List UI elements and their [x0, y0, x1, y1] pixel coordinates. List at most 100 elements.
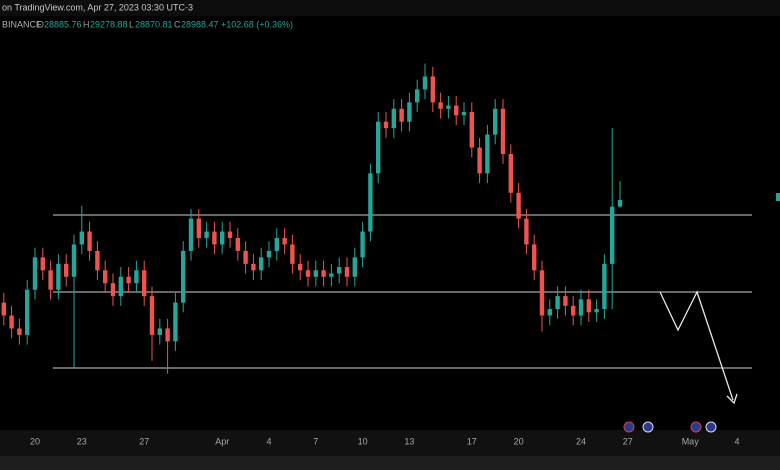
candle-body [407, 102, 412, 122]
candle-body [321, 270, 326, 277]
candle-body [500, 108, 506, 155]
change: +102.68 (+0.36%) [221, 19, 293, 29]
candle-body [602, 263, 607, 310]
candle-body [243, 250, 248, 264]
close-label: C [174, 19, 181, 29]
candle-body [157, 328, 162, 335]
x-tick-label: 24 [576, 436, 586, 446]
candle-body [126, 276, 131, 284]
candle-body [399, 108, 404, 122]
high-value: 29278.88 [90, 19, 128, 29]
candle-body [454, 105, 459, 116]
candle-body [165, 328, 170, 342]
candle-body [438, 102, 443, 109]
candle-body [48, 270, 53, 290]
event-icon[interactable] [690, 421, 702, 433]
candle-body [40, 257, 45, 271]
candle-body [508, 154, 513, 193]
candle-body [25, 289, 30, 335]
candle-body [532, 244, 537, 271]
candle-body [212, 231, 217, 245]
candle-body [9, 315, 14, 329]
x-tick-label: 27 [623, 436, 633, 446]
candle-body [610, 206, 615, 264]
candle-body [485, 134, 490, 174]
x-tick-label: 17 [467, 436, 477, 446]
price-tag [776, 193, 780, 201]
candle-body [571, 305, 576, 316]
candle-body [1, 302, 7, 316]
x-tick-label: 20 [514, 436, 524, 446]
candle-body [259, 257, 264, 271]
candle-body [524, 218, 529, 245]
candle-body [563, 296, 568, 306]
header-bar [0, 0, 780, 16]
candle-body [337, 267, 342, 274]
candle-body [516, 192, 521, 219]
candle-body [461, 112, 467, 116]
candle-body [298, 263, 303, 271]
x-tick-label: 4 [734, 436, 739, 446]
chart-title: on TradingView.com, Apr 27, 2023 03:30 U… [2, 2, 193, 12]
candle-body [383, 121, 389, 129]
event-icon[interactable] [642, 421, 654, 433]
candle-body [547, 309, 552, 316]
candle-body [578, 299, 584, 316]
event-icon[interactable] [705, 421, 717, 433]
candle-body [95, 250, 100, 271]
low-value: 28870.81 [135, 19, 173, 29]
candle-body [79, 231, 84, 245]
candle-body [103, 270, 108, 284]
candle-body [539, 270, 545, 316]
x-tick-label: 23 [77, 436, 87, 446]
open-label: O [37, 19, 44, 29]
candle-body [368, 173, 373, 232]
candle-body [204, 231, 209, 238]
open-value: 28885.76 [44, 19, 82, 29]
candle-body [422, 76, 428, 90]
candle-body [290, 244, 295, 264]
candle-body [188, 218, 194, 251]
x-tick-label: 20 [30, 436, 40, 446]
candle-body [235, 237, 240, 251]
high-label: H [83, 19, 90, 29]
candle-body [477, 147, 482, 174]
projection-arrow [659, 290, 734, 401]
candle-body [305, 270, 311, 277]
candle-body [586, 299, 591, 313]
candle-body [71, 244, 77, 277]
close-value: 28988.47 [181, 19, 219, 29]
x-tick-label: 10 [358, 436, 368, 446]
candle-body [56, 263, 61, 290]
x-tick-label: 7 [313, 436, 318, 446]
x-tick-label: 27 [139, 436, 149, 446]
event-icon[interactable] [623, 421, 635, 433]
candle-body [594, 309, 599, 313]
candle-body [251, 263, 256, 271]
event-icons [623, 421, 717, 433]
candle-body [344, 267, 350, 277]
candle-body [313, 270, 318, 277]
candle-body [391, 108, 396, 129]
candle-body [329, 273, 334, 277]
footer-bar [0, 456, 780, 470]
candle-body [266, 250, 272, 258]
candle-body [17, 328, 22, 335]
candle-body [352, 257, 357, 277]
candle-body [118, 276, 123, 297]
candle-body [274, 237, 279, 251]
candle-body [64, 263, 69, 277]
candle-body [227, 231, 233, 238]
candle-body [493, 108, 498, 135]
candle-body [469, 112, 474, 148]
candle-body [220, 231, 225, 245]
x-tick-label: 4 [266, 436, 271, 446]
time-axis [0, 430, 780, 456]
candle-body [32, 257, 38, 290]
candle-body [173, 302, 178, 342]
x-tick-label: May [682, 436, 700, 446]
candle-body [430, 76, 435, 103]
candle-body [134, 270, 139, 284]
